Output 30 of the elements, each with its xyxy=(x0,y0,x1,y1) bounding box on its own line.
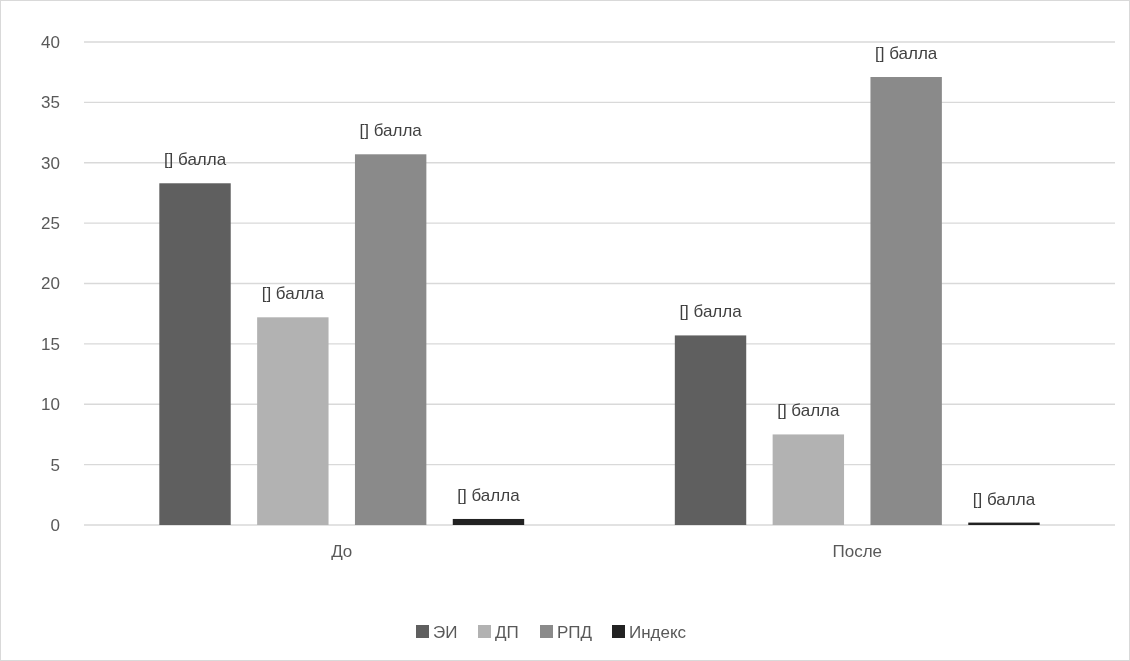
legend-label: ЭИ xyxy=(433,622,458,642)
y-tick-label: 5 xyxy=(50,455,60,475)
data-label: [] балла xyxy=(359,121,423,141)
bar xyxy=(772,434,845,525)
legend-label: ДП xyxy=(495,622,519,642)
y-tick-label: 10 xyxy=(41,395,60,415)
data-label: [] балла xyxy=(972,489,1036,509)
y-tick-label: 35 xyxy=(41,93,60,113)
bar xyxy=(354,154,427,525)
data-label: [] балла xyxy=(777,401,841,421)
x-tick-label: До xyxy=(331,542,353,561)
y-tick-label: 20 xyxy=(41,274,60,294)
bar xyxy=(159,183,231,525)
y-tick-label: 25 xyxy=(41,214,60,234)
bar xyxy=(674,335,747,525)
x-tick-label: После xyxy=(832,542,883,561)
bar xyxy=(452,518,525,525)
y-tick-label: 15 xyxy=(41,334,60,354)
data-label: [] балла xyxy=(261,284,325,304)
legend-label: Индекс xyxy=(629,622,687,642)
data-label: [] балла xyxy=(457,485,521,505)
data-label: [] балла xyxy=(163,150,227,170)
y-tick-label: 40 xyxy=(41,32,60,52)
legend-label: РПД xyxy=(557,622,593,642)
data-label: [] балла xyxy=(679,302,743,322)
bar xyxy=(257,317,329,525)
y-tick-label: 30 xyxy=(41,153,60,173)
y-tick-label: 0 xyxy=(50,515,60,535)
bar xyxy=(870,77,942,525)
data-label: [] балла xyxy=(875,44,938,64)
